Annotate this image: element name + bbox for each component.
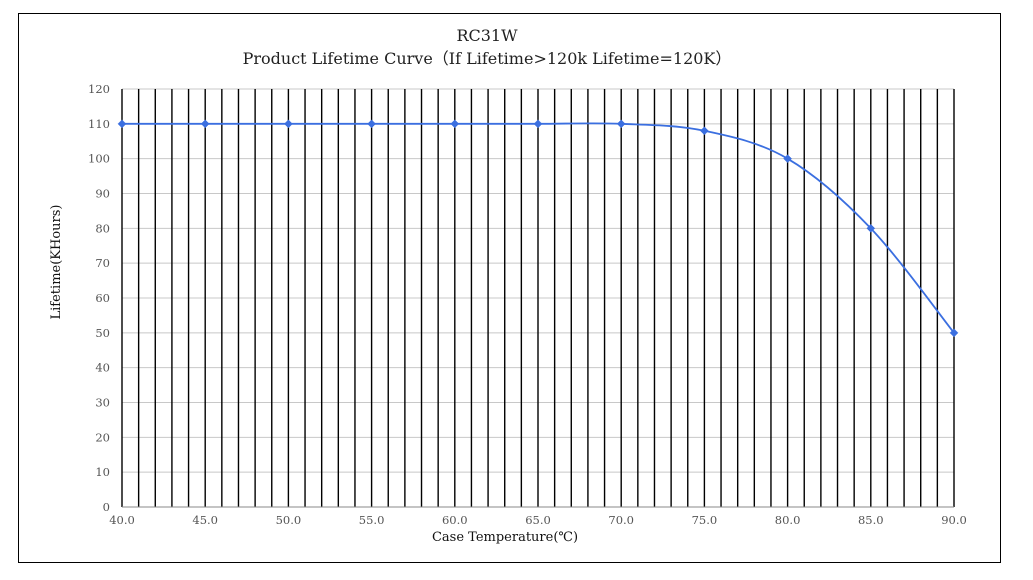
data-point: [450, 119, 460, 129]
x-tick-label: 50.0: [276, 513, 302, 527]
data-point: [200, 119, 210, 129]
x-tick-label: 90.0: [941, 513, 967, 527]
data-point: [367, 119, 376, 129]
y-tick-label: 100: [88, 152, 110, 166]
x-tick-label: 75.0: [692, 513, 718, 527]
data-point: [949, 328, 959, 338]
chart-svg: RC31W Product Lifetime Curve（If Lifetime…: [49, 26, 967, 545]
data-point: [700, 126, 709, 136]
y-tick-label: 30: [95, 396, 110, 410]
y-tick-label: 110: [88, 117, 110, 131]
data-point: [117, 119, 127, 129]
y-tick-label: 120: [88, 82, 110, 96]
x-axis-label: Case Temperature(℃): [432, 530, 578, 545]
x-tick-label: 80.0: [775, 513, 801, 527]
axes: [121, 89, 954, 508]
x-tick-label: 55.0: [359, 513, 385, 527]
y-tick-label: 70: [95, 256, 110, 270]
data-point: [616, 119, 626, 129]
series-layer: [117, 119, 959, 338]
chart-frame: RC31W Product Lifetime Curve（If Lifetime…: [18, 13, 1001, 563]
grid: [122, 88, 955, 508]
x-tick-label: 85.0: [858, 513, 884, 527]
y-tick-label: 50: [95, 326, 110, 340]
data-point: [533, 119, 543, 129]
data-point: [783, 154, 792, 164]
y-tick-label: 0: [103, 500, 110, 514]
x-tick-label: 40.0: [109, 513, 135, 527]
y-tick-label: 80: [95, 221, 110, 235]
y-tick-label: 40: [95, 361, 110, 375]
data-point: [866, 223, 876, 233]
chart-subtitle: Product Lifetime Curve（If Lifetime>120k …: [243, 49, 732, 68]
y-axis-label: Lifetime(KHours): [49, 205, 64, 320]
x-tick-label: 70.0: [608, 513, 634, 527]
y-tick-labels: 0 10 20 30 40 50 60 70 80 90 100 110 120: [88, 82, 110, 514]
x-tick-label: 65.0: [525, 513, 551, 527]
y-tick-label: 60: [95, 291, 110, 305]
y-tick-label: 90: [95, 187, 110, 201]
x-tick-labels: 40.0 45.0 50.0 55.0 60.0 65.0 70.0 75.0 80.0 85.0…: [109, 513, 967, 527]
data-point: [284, 119, 293, 129]
y-tick-label: 20: [95, 430, 110, 444]
x-tick-label: 60.0: [442, 513, 468, 527]
y-tick-label: 10: [95, 465, 110, 479]
chart-title: RC31W: [456, 26, 518, 45]
x-tick-label: 45.0: [192, 513, 218, 527]
